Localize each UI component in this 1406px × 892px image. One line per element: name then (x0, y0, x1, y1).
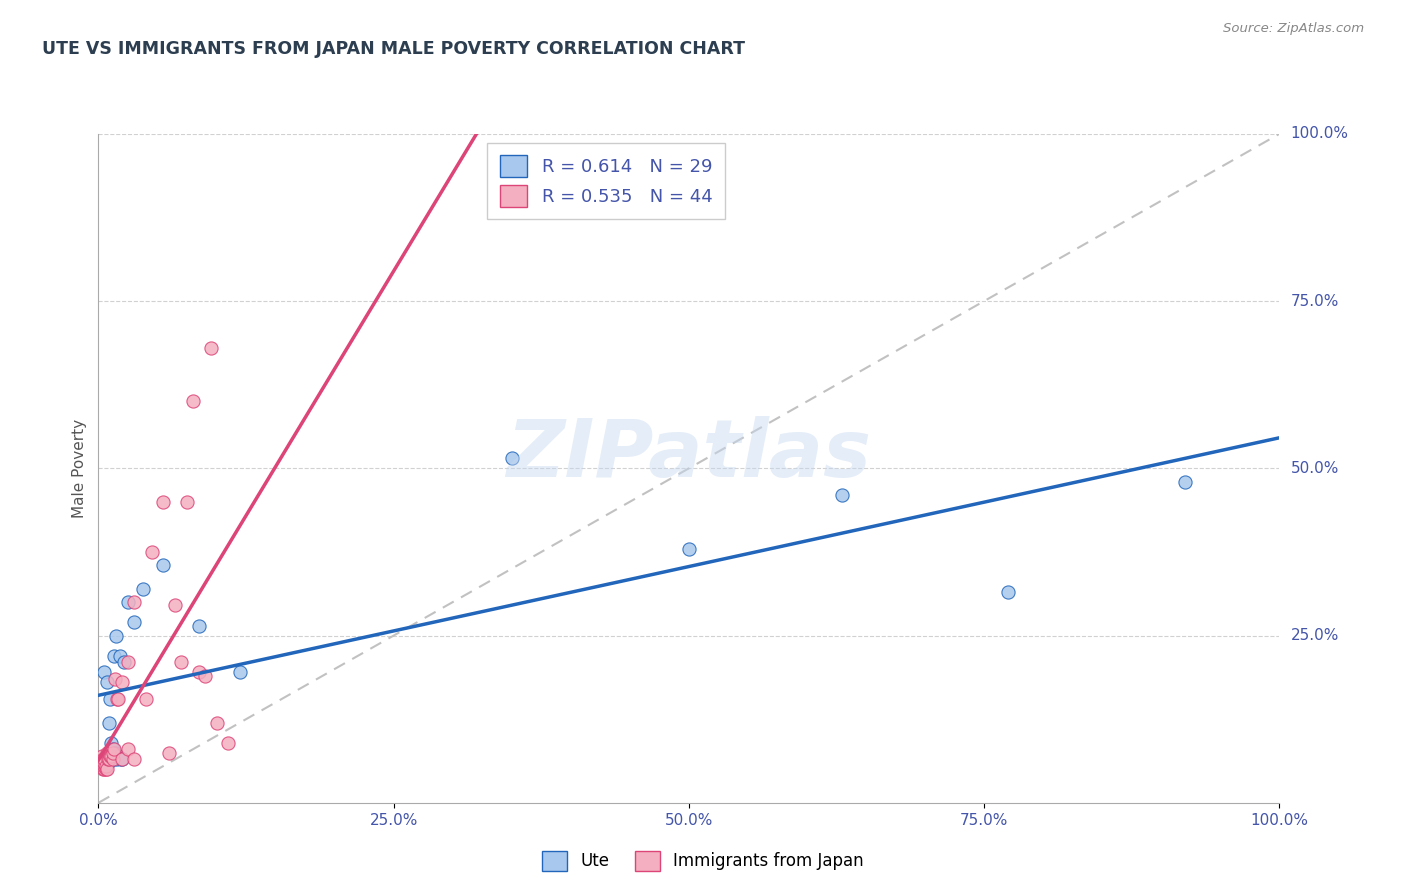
Point (117, 655, 139, 669)
Point (91, 752, 114, 766)
Point (501, 451, 523, 466)
Point (122, 615, 145, 630)
Point (122, 595, 145, 609)
Point (112, 655, 135, 669)
Point (217, 735, 239, 749)
Point (103, 648, 125, 663)
Point (96, 762, 118, 776)
Point (91, 759, 114, 773)
Point (98, 749, 121, 764)
Text: 25.0%: 25.0% (1291, 628, 1339, 643)
Point (98, 692, 121, 706)
Point (108, 648, 131, 663)
Text: 50.0%: 50.0% (1291, 461, 1339, 475)
Point (91, 762, 114, 776)
Point (111, 752, 134, 766)
Point (117, 595, 139, 609)
Point (107, 692, 129, 706)
Point (105, 752, 128, 766)
Point (111, 752, 134, 766)
Point (96, 675, 118, 690)
Point (132, 582, 155, 596)
Point (97, 752, 120, 766)
Point (96, 746, 118, 760)
Point (90, 756, 112, 770)
Point (94, 762, 117, 776)
Point (98, 752, 121, 766)
Point (105, 628, 128, 642)
Point (187, 618, 209, 632)
Point (100, 735, 122, 749)
Point (165, 599, 187, 613)
Point (170, 655, 193, 669)
Point (200, 341, 222, 355)
Point (152, 494, 174, 508)
Point (101, 742, 124, 756)
Point (194, 669, 217, 683)
Text: UTE VS IMMIGRANTS FROM JAPAN MALE POVERTY CORRELATION CHART: UTE VS IMMIGRANTS FROM JAPAN MALE POVERT… (42, 40, 745, 58)
Point (111, 675, 134, 690)
Point (157, 746, 180, 760)
Point (105, 692, 128, 706)
Point (98, 715, 121, 730)
Point (181, 394, 204, 409)
Point (103, 742, 125, 756)
Point (117, 742, 139, 756)
Legend: R = 0.614   N = 29, R = 0.535   N = 44: R = 0.614 N = 29, R = 0.535 N = 44 (488, 143, 725, 219)
Point (93, 752, 115, 766)
Text: Source: ZipAtlas.com: Source: ZipAtlas.com (1223, 22, 1364, 36)
Point (101, 746, 124, 760)
Point (107, 749, 129, 764)
Point (831, 488, 853, 502)
Point (176, 494, 198, 508)
Point (152, 558, 174, 573)
Point (104, 746, 127, 760)
Point (141, 545, 163, 559)
Point (205, 715, 228, 730)
Point (91, 759, 114, 773)
Point (100, 749, 122, 764)
Point (229, 665, 252, 680)
Point (187, 665, 209, 680)
Y-axis label: Male Poverty: Male Poverty (72, 418, 87, 518)
Point (93, 762, 115, 776)
Point (104, 672, 127, 686)
Point (93, 665, 115, 680)
Point (91, 749, 114, 764)
Text: ZIPatlas: ZIPatlas (506, 416, 872, 494)
Text: 75.0%: 75.0% (1291, 293, 1339, 309)
Point (105, 749, 128, 764)
Point (135, 692, 157, 706)
Point (997, 585, 1019, 599)
Point (94, 759, 117, 773)
Point (93, 756, 115, 770)
Point (93, 759, 115, 773)
Text: 100.0%: 100.0% (1291, 127, 1348, 141)
Point (103, 752, 125, 766)
Point (97, 756, 120, 770)
Point (1174, 475, 1197, 489)
Point (101, 752, 124, 766)
Legend: Ute, Immigrants from Japan: Ute, Immigrants from Japan (534, 842, 872, 880)
Point (122, 752, 145, 766)
Point (97, 749, 120, 764)
Point (110, 752, 132, 766)
Point (678, 541, 700, 556)
